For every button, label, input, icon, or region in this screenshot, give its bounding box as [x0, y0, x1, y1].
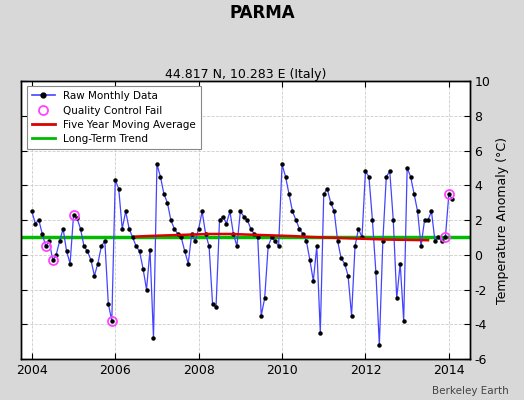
Text: PARMA: PARMA: [229, 4, 295, 22]
Text: Berkeley Earth: Berkeley Earth: [432, 386, 508, 396]
Y-axis label: Temperature Anomaly (°C): Temperature Anomaly (°C): [496, 136, 509, 304]
Legend: Raw Monthly Data, Quality Control Fail, Five Year Moving Average, Long-Term Tren: Raw Monthly Data, Quality Control Fail, …: [27, 86, 201, 149]
Title: 44.817 N, 10.283 E (Italy): 44.817 N, 10.283 E (Italy): [165, 68, 326, 81]
